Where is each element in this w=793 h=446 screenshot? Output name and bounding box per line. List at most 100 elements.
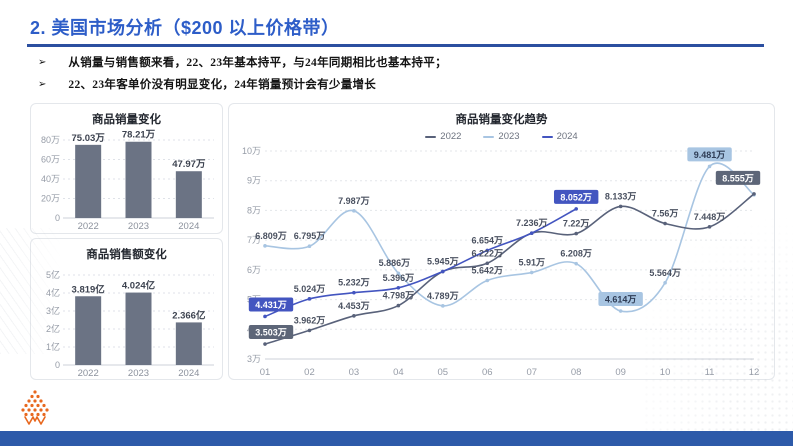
svg-text:7.56万: 7.56万: [652, 209, 679, 219]
svg-text:4.798万: 4.798万: [383, 291, 415, 301]
chart-title: 商品销量变化: [92, 114, 161, 126]
svg-text:7.236万: 7.236万: [516, 218, 548, 228]
svg-text:10: 10: [660, 367, 671, 378]
svg-text:2024: 2024: [178, 368, 199, 379]
svg-text:4.789万: 4.789万: [427, 291, 459, 301]
bullet-arrow-icon: ➢: [38, 57, 47, 68]
svg-text:8.133万: 8.133万: [605, 191, 637, 201]
svg-text:07: 07: [526, 367, 537, 378]
svg-text:4.431万: 4.431万: [255, 300, 287, 310]
svg-text:03: 03: [349, 367, 360, 378]
svg-text:5亿: 5亿: [46, 269, 60, 280]
svg-text:10万: 10万: [242, 146, 261, 156]
svg-text:2亿: 2亿: [46, 323, 60, 334]
svg-text:08: 08: [571, 367, 582, 378]
svg-text:7.448万: 7.448万: [694, 212, 726, 222]
chart-title: 商品销售额变化: [86, 249, 167, 261]
svg-text:40万: 40万: [41, 174, 60, 184]
right-dots-decoration: [643, 195, 793, 431]
svg-text:3万: 3万: [247, 354, 261, 364]
sales-volume-bar-chart-card: 商品销量变化 0 20万 40万 60万 80万 75.03万 2022 78.21万 2023…: [30, 103, 223, 234]
chart-title: 商品销量变化趋势: [455, 114, 548, 126]
bullet-item: ➢ 22、23年客单价没有明显变化，24年销量预计会有少量增长: [38, 78, 738, 92]
svg-text:4.614万: 4.614万: [605, 295, 637, 305]
bullet-arrow-icon: ➢: [38, 79, 47, 90]
svg-text:05: 05: [438, 367, 449, 378]
svg-text:06: 06: [482, 367, 493, 378]
svg-text:7.22万: 7.22万: [563, 219, 590, 229]
bullet-text: 从销量与销售额来看，22、23年基本持平，与24年同期相比也基本持平；: [68, 57, 447, 69]
svg-text:60万: 60万: [41, 155, 60, 165]
legend-dash-icon: [483, 135, 495, 138]
svg-text:7.987万: 7.987万: [338, 196, 370, 206]
svg-text:75.03万: 75.03万: [72, 133, 106, 144]
svg-text:6.222万: 6.222万: [472, 248, 504, 258]
svg-text:5.945万: 5.945万: [427, 256, 459, 266]
legend-item-2022: 2022: [425, 131, 461, 142]
svg-text:6.795万: 6.795万: [294, 231, 326, 241]
svg-text:01: 01: [260, 367, 271, 378]
svg-text:5.564万: 5.564万: [649, 268, 681, 278]
svg-text:6万: 6万: [247, 265, 261, 275]
page-title: 2. 美国市场分析（$200 以上价格带）: [30, 18, 340, 38]
legend-item-2024: 2024: [541, 131, 578, 142]
svg-text:8.052万: 8.052万: [560, 192, 592, 202]
bullet-list: ➢ 从销量与销售额来看，22、23年基本持平，与24年同期相比也基本持平； ➢ …: [38, 56, 738, 100]
sales-amount-bar-chart: 0 1亿 2亿 3亿 4亿 5亿 3.819亿 2022 4.024亿 2023 2.366亿 202…: [46, 269, 214, 379]
svg-text:2.366亿: 2.366亿: [172, 309, 206, 321]
svg-text:2024: 2024: [178, 221, 199, 232]
svg-text:3.819亿: 3.819亿: [72, 283, 106, 295]
legend-item-2023: 2023: [483, 131, 520, 142]
sales-volume-bar-chart: 0 20万 40万 60万 80万 75.03万 2022 78.21万 2023 47.97万 2…: [41, 130, 214, 232]
svg-text:02: 02: [304, 367, 315, 378]
sales-trend-line-chart: 3万4万5万6万7万8万9万10万01020304050607080910111…: [242, 146, 761, 378]
svg-text:11: 11: [705, 367, 715, 378]
svg-text:7万: 7万: [247, 235, 261, 245]
svg-text:09: 09: [615, 367, 626, 378]
chart-legend: 2022 2023 2024: [229, 130, 774, 143]
svg-text:3亿: 3亿: [46, 305, 60, 316]
svg-text:6.809万: 6.809万: [255, 231, 287, 241]
svg-text:1亿: 1亿: [46, 341, 60, 352]
bullet-item: ➢ 从销量与销售额来看，22、23年基本持平，与24年同期相比也基本持平；: [38, 56, 738, 70]
svg-text:9.481万: 9.481万: [694, 150, 726, 160]
svg-text:3.962万: 3.962万: [294, 315, 326, 325]
svg-text:5.886万: 5.886万: [379, 258, 411, 268]
svg-text:4.024亿: 4.024亿: [122, 280, 156, 292]
svg-text:6.208万: 6.208万: [560, 249, 592, 259]
svg-text:9万: 9万: [247, 176, 261, 186]
svg-text:12: 12: [749, 367, 760, 378]
company-logo: [21, 390, 49, 425]
left-hatch-decoration: [0, 228, 64, 354]
svg-text:0: 0: [55, 213, 60, 223]
svg-text:5.024万: 5.024万: [294, 284, 326, 294]
svg-text:0: 0: [55, 360, 60, 370]
svg-text:5.642万: 5.642万: [472, 265, 504, 275]
svg-text:2023: 2023: [128, 368, 149, 379]
sales-amount-bar-chart-card: 商品销售额变化 0 1亿 2亿 3亿 4亿 5亿 3.819亿 2022 4.024亿 2023 2…: [30, 238, 223, 380]
svg-text:6.654万: 6.654万: [472, 235, 504, 245]
svg-text:2023: 2023: [128, 221, 149, 232]
svg-text:5.91万: 5.91万: [518, 258, 545, 268]
legend-dash-icon: [425, 135, 437, 138]
svg-text:04: 04: [393, 367, 404, 378]
svg-text:3.503万: 3.503万: [255, 328, 287, 338]
svg-text:80万: 80万: [41, 135, 60, 145]
svg-text:2022: 2022: [78, 368, 99, 379]
svg-text:47.97万: 47.97万: [172, 159, 206, 170]
legend-dash-icon: [541, 135, 553, 138]
footer-accent-bar: [0, 431, 793, 446]
svg-text:5.232万: 5.232万: [338, 278, 370, 288]
svg-text:78.21万: 78.21万: [122, 130, 156, 141]
svg-text:5.396万: 5.396万: [383, 273, 415, 283]
bullet-text: 22、23年客单价没有明显变化，24年销量预计会有少量增长: [68, 79, 377, 91]
svg-text:4亿: 4亿: [46, 287, 60, 298]
svg-text:2022: 2022: [78, 221, 99, 232]
svg-text:8.555万: 8.555万: [722, 173, 754, 183]
svg-text:20万: 20万: [41, 194, 60, 204]
svg-text:4.453万: 4.453万: [338, 301, 370, 311]
svg-text:8万: 8万: [247, 205, 261, 215]
title-underline: [27, 44, 764, 47]
